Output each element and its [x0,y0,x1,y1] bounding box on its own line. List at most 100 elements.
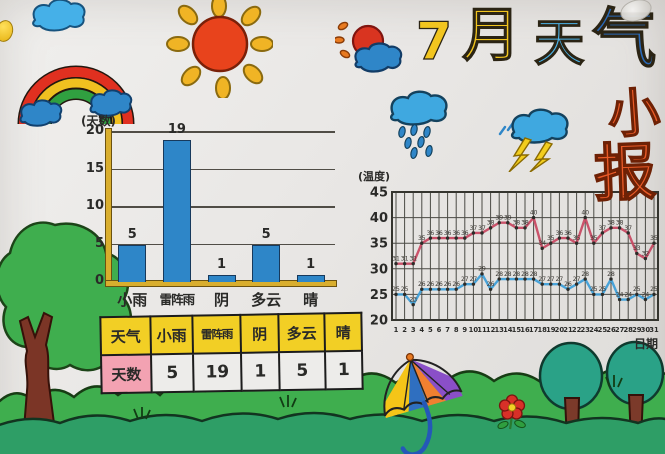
day-tick-label: 1 [394,326,399,334]
grass-tuft-icon [133,375,623,420]
low-temperature-value-label: 28 [513,271,521,278]
high-temperature-point [402,261,407,266]
high-temperature-point [506,221,510,225]
high-temperature-point [549,241,553,245]
rainbow-icon [17,65,135,127]
poster-subtitle: 小报 [592,82,665,211]
low-temperature-point [394,292,398,297]
day-tick-label: 10 [469,326,479,334]
high-temperature-value-label: 38 [513,220,521,227]
high-temperature-point [566,236,570,240]
low-temperature-point [514,277,519,281]
low-temperature-value-label: 26 [487,281,495,288]
high-temperature-value-label: 35 [573,235,581,242]
low-temperature-value-label: 28 [607,271,615,278]
day-tick-label: 12 [486,326,496,334]
low-temperature-point [592,292,596,297]
line-chart-x-axis-title: 日期 [634,336,658,351]
bar-value-label: 1 [216,256,227,272]
low-temperature-value-label: 29 [478,266,486,273]
low-temperature-value-label: 27 [470,276,478,283]
day-tick-label: 26 [606,326,616,334]
high-temperature-point [463,236,467,240]
bar-y-tick-label: 20 [85,123,104,138]
low-temperature-value-label: 26 [435,281,443,288]
high-temperature-value-label: 36 [564,230,572,237]
day-tick-label: 27 [615,326,625,334]
line-chart-y-axis-title: (温度) [358,169,390,183]
high-temperature-point [445,236,450,240]
low-temperature-value-label: 24 [624,291,632,298]
sun-behind-cloud-icon [335,21,403,73]
high-temperature-point [609,226,613,230]
bar-gridline [112,206,335,208]
table-row: 天数 5 19 1 5 1 [101,350,363,394]
low-temperature-point [497,277,501,281]
tree-icon [538,341,604,442]
subtitle-char: 小 [605,82,663,147]
day-tick-label: 5 [428,326,433,334]
day-tick-label: 7 [445,326,450,334]
low-temperature-point [480,272,484,276]
cloud-icon [19,89,133,127]
high-temperature-point [600,231,605,235]
day-tick-label: 4 [419,326,424,334]
bar-雷阵雨 [162,139,191,282]
low-temperature-value-label: 26 [418,281,426,288]
weather-table: 天气 小雨 雷阵雨阴多云晴天数 5 19 1 5 1 [99,312,363,395]
bar-gridline [112,168,335,171]
bar-category-label: 雷阵雨 [159,292,196,307]
low-temperature-value-label: 26 [452,281,460,288]
bar-value-label: 1 [306,256,316,272]
high-temperature-value-label: 36 [461,230,469,237]
high-temperature-point [652,241,656,245]
sun-icon [166,0,273,98]
day-tick-label: 13 [494,326,504,334]
high-temperature-point [471,231,476,235]
day-tick-label: 29 [632,326,642,334]
high-temperature-point [488,226,493,230]
low-temperature-value-label: 26 [427,281,435,288]
table-cell: 1 [324,350,363,390]
day-tick-label: 6 [437,326,442,334]
high-temperature-point [394,261,398,266]
low-temperature-value-label: 25 [392,286,400,293]
low-temperature-value-label: 28 [581,271,589,278]
high-temperature-value-label: 35 [418,235,426,242]
table-cell: 天数 [101,354,152,394]
low-temperature-point [437,287,441,291]
day-tick-label: 21 [563,326,573,334]
low-temperature-point [506,277,510,281]
day-tick-label: 15 [512,326,522,334]
plot-border [391,191,659,321]
low-temperature-value-label: 23 [409,296,417,303]
cloud-icon [32,0,86,32]
high-temperature-value-label: 38 [487,220,495,227]
grass-icon [0,411,665,454]
low-temperature-value-label: 24 [616,291,624,298]
lightning-cloud-icon [498,108,569,172]
high-temperature-point [480,231,484,235]
low-temperature-value-label: 25 [590,286,598,293]
low-temperature-point [523,277,527,281]
high-temperature-point [428,236,433,240]
high-temperature-value-label: 31 [409,255,417,262]
high-temperature-value-label: 39 [504,215,512,222]
low-temperature-value-label: 27 [538,276,546,283]
weather-table-grid: 天气 小雨 雷阵雨阴多云晴天数 5 19 1 5 1 [99,312,363,395]
bar-category-label: 晴 [303,291,319,309]
bar-y-tick-label: 0 [94,273,104,288]
day-tick-label: 31 [649,326,659,334]
bar-category-label: 多云 [251,291,282,309]
low-temperature-point [566,287,570,291]
bar-阴 [207,274,236,282]
high-temperature-value-label: 35 [590,235,598,242]
high-temperature-point [583,215,587,220]
high-temperature-point [514,226,519,230]
low-temperature-point [531,277,536,281]
day-tick-label: 25 [598,326,608,334]
temp-tick-label: 35 [370,237,388,252]
low-temperature-point [652,292,656,297]
high-temperature-value-label: 37 [470,225,478,232]
